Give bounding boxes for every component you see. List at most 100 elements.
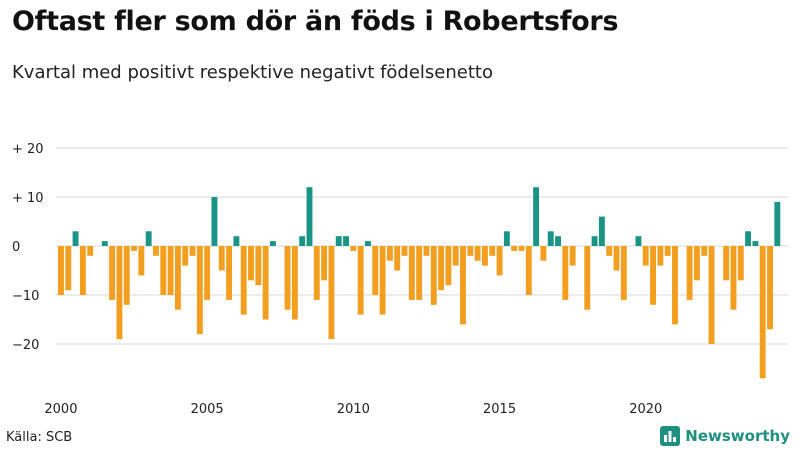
bar — [365, 241, 371, 246]
x-tick-label: 2005 — [191, 402, 224, 417]
chart-title: Oftast fler som dör än föds i Robertsfor… — [12, 6, 619, 37]
bar — [606, 246, 613, 256]
bar — [416, 246, 423, 300]
bar — [167, 246, 174, 295]
bar — [343, 236, 349, 246]
bar — [196, 246, 203, 335]
bar — [430, 246, 437, 305]
bar — [160, 246, 167, 295]
bar — [540, 246, 547, 261]
y-axis-ticks: + 20 + 10 0 −10 −20 — [12, 142, 44, 353]
bar — [511, 246, 518, 251]
bar — [533, 187, 540, 246]
bar — [101, 241, 108, 246]
bar — [737, 246, 744, 281]
bar — [240, 246, 247, 315]
bar — [460, 246, 466, 325]
bar — [672, 246, 678, 325]
bar — [299, 236, 306, 246]
bar — [496, 246, 503, 276]
bar — [584, 246, 591, 310]
bar — [555, 236, 561, 246]
bar — [562, 246, 569, 300]
bar — [372, 246, 379, 295]
bar — [72, 231, 79, 246]
bar — [218, 246, 225, 271]
bar — [233, 236, 240, 246]
bar — [620, 246, 627, 300]
bar — [708, 246, 715, 344]
bar — [116, 246, 123, 340]
x-tick-label: 2015 — [483, 402, 516, 417]
bar — [503, 231, 510, 246]
x-axis-ticks: 2000 2005 2010 2015 2020 — [44, 402, 662, 417]
bar — [379, 246, 386, 315]
bar — [291, 246, 298, 320]
bar — [635, 236, 642, 246]
bar — [357, 246, 364, 315]
bar — [774, 201, 781, 246]
chart-subtitle: Kvartal med positivt respektive negativt… — [12, 62, 493, 83]
bar — [123, 246, 130, 305]
bar — [386, 246, 393, 261]
y-tick-label: 0 — [12, 240, 20, 255]
bar — [248, 246, 254, 281]
y-tick-label: + 20 — [12, 142, 44, 157]
bar — [335, 236, 342, 246]
bar — [174, 246, 181, 310]
bar — [269, 241, 276, 246]
bar — [438, 246, 445, 291]
bar — [474, 246, 481, 261]
bar — [518, 246, 525, 251]
bar — [306, 187, 313, 246]
bar — [321, 246, 328, 281]
bar — [642, 246, 649, 266]
bar — [664, 246, 671, 256]
bar — [445, 246, 452, 286]
bar — [350, 246, 357, 251]
bar — [204, 246, 211, 300]
y-tick-label: −10 — [12, 289, 39, 304]
bar — [211, 197, 218, 246]
bar — [131, 246, 137, 251]
bar — [153, 246, 159, 256]
bar — [481, 246, 488, 266]
bar — [408, 246, 415, 300]
bar — [650, 246, 657, 305]
x-tick-label: 2010 — [337, 402, 370, 417]
bar — [752, 241, 759, 246]
y-tick-label: −20 — [12, 338, 39, 353]
bar — [657, 246, 664, 266]
bar — [226, 246, 233, 300]
bar — [109, 246, 116, 300]
bar — [423, 246, 430, 256]
bar — [730, 246, 737, 310]
bar — [394, 246, 401, 271]
brand-name: Newsworthy — [685, 427, 790, 445]
bar — [452, 246, 459, 266]
bar — [767, 246, 773, 330]
bar — [525, 246, 532, 295]
bar — [401, 246, 408, 256]
bar — [138, 246, 145, 276]
y-tick-label: + 10 — [12, 191, 44, 206]
bar — [189, 246, 196, 256]
bar — [182, 246, 189, 266]
bar-chart-logo-icon — [660, 426, 681, 446]
bar — [745, 231, 752, 246]
bar — [58, 246, 64, 295]
bar — [313, 246, 320, 300]
bar — [79, 246, 86, 295]
bar — [591, 236, 598, 246]
bar — [255, 246, 262, 286]
bar — [262, 246, 269, 320]
bar — [284, 246, 291, 310]
bar — [489, 246, 496, 256]
bar — [547, 231, 554, 246]
bar — [759, 246, 766, 379]
bars — [58, 187, 781, 379]
x-tick-label: 2020 — [629, 402, 662, 417]
bar — [467, 246, 474, 256]
newsworthy-logo: Newsworthy — [660, 426, 790, 446]
